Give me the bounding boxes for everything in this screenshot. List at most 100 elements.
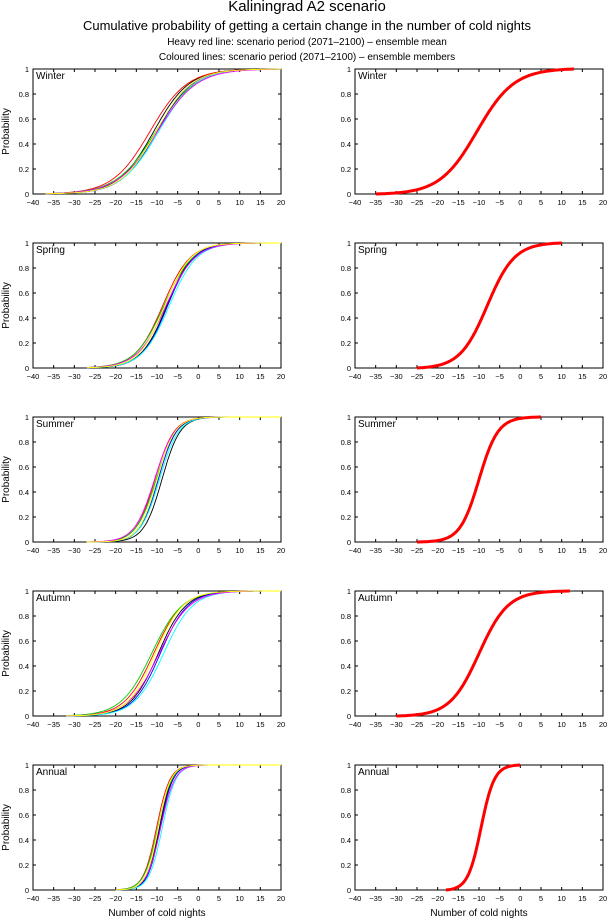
x-tick-label: −35	[47, 894, 60, 903]
x-tick-label: −25	[89, 720, 102, 729]
x-tick-label: 5	[539, 546, 543, 555]
x-tick-label: −35	[369, 720, 382, 729]
x-tick-label: 20	[599, 546, 607, 555]
y-tick-label: 1	[347, 587, 351, 596]
x-tick-label: −25	[411, 894, 424, 903]
figure-subtitle: Cumulative probability of getting a cert…	[82, 18, 532, 33]
y-tick-label: 1	[25, 761, 29, 770]
x-tick-label: 0	[518, 720, 522, 729]
x-tick-label: 10	[557, 894, 565, 903]
x-tick-label: −35	[47, 720, 60, 729]
x-tick-label: 20	[599, 894, 607, 903]
x-tick-label: −15	[452, 720, 465, 729]
x-tick-label: −30	[68, 546, 81, 555]
y-tick-label: 0.8	[19, 438, 29, 447]
x-tick-label: −10	[473, 198, 486, 207]
x-tick-label: −10	[473, 546, 486, 555]
panel-summer-members: −40 −35 −30 −25 −20 −15 −10 −5 0 5 10 15 20 0 0.2 0.4 0.…	[1, 413, 285, 555]
x-tick-label: −25	[89, 546, 102, 555]
y-tick-label: 0.4	[19, 662, 29, 671]
x-tick-label: −10	[151, 720, 164, 729]
y-tick-label: 0.8	[19, 612, 29, 621]
season-label: Winter	[36, 71, 66, 82]
x-tick-label: −35	[47, 372, 60, 381]
x-tick-label: −30	[390, 372, 403, 381]
x-tick-label: −10	[151, 894, 164, 903]
x-tick-label: 10	[235, 894, 243, 903]
figure-note-members: Coloured lines: scenario period (2071–21…	[158, 52, 456, 63]
ensemble-mean-line	[445, 763, 521, 892]
x-tick-label: −10	[151, 372, 164, 381]
x-tick-label: 20	[277, 546, 285, 555]
x-tick-label: −20	[431, 720, 444, 729]
season-label: Autumn	[36, 593, 70, 604]
y-tick-label: 0.2	[341, 861, 351, 870]
figure-title: Kaliningrad A2 scenario	[228, 0, 386, 15]
y-axis-label: Probability	[1, 804, 12, 851]
x-tick-label: −5	[173, 894, 182, 903]
y-axis-label: Probability	[1, 456, 12, 503]
y-tick-label: 0.2	[19, 165, 29, 174]
x-tick-label: −15	[452, 198, 465, 207]
x-tick-label: 20	[277, 720, 285, 729]
y-tick-label: 0	[347, 364, 351, 373]
member-line-6	[86, 242, 281, 369]
x-tick-label: 10	[235, 720, 243, 729]
x-tick-label: −25	[411, 720, 424, 729]
member-line-6	[45, 68, 281, 195]
y-tick-label: 0.2	[19, 339, 29, 348]
season-label: Annual	[358, 767, 389, 778]
x-tick-label: 0	[518, 546, 522, 555]
x-tick-label: −35	[47, 198, 60, 207]
x-tick-label: −35	[47, 546, 60, 555]
y-tick-label: 0.4	[341, 662, 351, 671]
y-tick-label: 1	[25, 239, 29, 248]
season-label: Spring	[358, 245, 387, 256]
x-tick-label: −5	[173, 372, 182, 381]
x-tick-label: −40	[27, 894, 40, 903]
x-tick-label: −5	[173, 546, 182, 555]
x-tick-label: 10	[235, 372, 243, 381]
x-tick-label: −40	[349, 720, 362, 729]
y-tick-label: 0.2	[341, 339, 351, 348]
x-tick-label: −40	[349, 894, 362, 903]
y-tick-label: 0.6	[341, 115, 351, 124]
x-tick-label: −30	[390, 198, 403, 207]
x-tick-label: 15	[256, 546, 264, 555]
x-tick-label: 15	[578, 198, 586, 207]
y-tick-label: 0.4	[19, 836, 29, 845]
x-tick-label: 5	[217, 894, 221, 903]
y-tick-label: 0.8	[341, 786, 351, 795]
x-tick-label: −30	[68, 198, 81, 207]
panel-summer-mean: −40 −35 −30 −25 −20 −15 −10 −5 0 5 10 15 20 0 0.2 0.4 0.…	[341, 413, 608, 555]
member-line-5	[45, 68, 281, 195]
y-tick-label: 0.6	[19, 811, 29, 820]
x-tick-label: 10	[557, 198, 565, 207]
x-tick-label: −20	[431, 198, 444, 207]
y-tick-label: 0.6	[19, 463, 29, 472]
x-tick-label: 5	[217, 198, 221, 207]
x-tick-label: −5	[173, 720, 182, 729]
x-tick-label: 15	[256, 372, 264, 381]
x-tick-label: −20	[109, 546, 122, 555]
y-tick-label: 0.4	[341, 314, 351, 323]
x-tick-label: −20	[109, 894, 122, 903]
x-tick-label: 0	[196, 372, 200, 381]
plot-frame	[32, 242, 282, 369]
x-tick-label: −25	[89, 198, 102, 207]
x-tick-label: 20	[277, 894, 285, 903]
panel-autumn-members: −40 −35 −30 −25 −20 −15 −10 −5 0 5 10 15 20 0 0.2 0.4 0.…	[1, 587, 285, 729]
x-tick-label: −30	[390, 546, 403, 555]
x-tick-label: −10	[473, 720, 486, 729]
ensemble-mean-line	[375, 67, 575, 196]
y-tick-label: 0.6	[19, 289, 29, 298]
y-tick-label: 1	[25, 65, 29, 74]
x-tick-label: −35	[369, 894, 382, 903]
x-tick-label: 0	[196, 198, 200, 207]
y-tick-label: 0.4	[19, 140, 29, 149]
y-tick-label: 0.2	[341, 513, 351, 522]
x-tick-label: −15	[452, 372, 465, 381]
x-tick-label: −20	[109, 198, 122, 207]
x-tick-label: 10	[235, 198, 243, 207]
panel-winter-mean: −40 −35 −30 −25 −20 −15 −10 −5 0 5 10 15 20 0 0.2 0.4 0.…	[341, 65, 608, 207]
